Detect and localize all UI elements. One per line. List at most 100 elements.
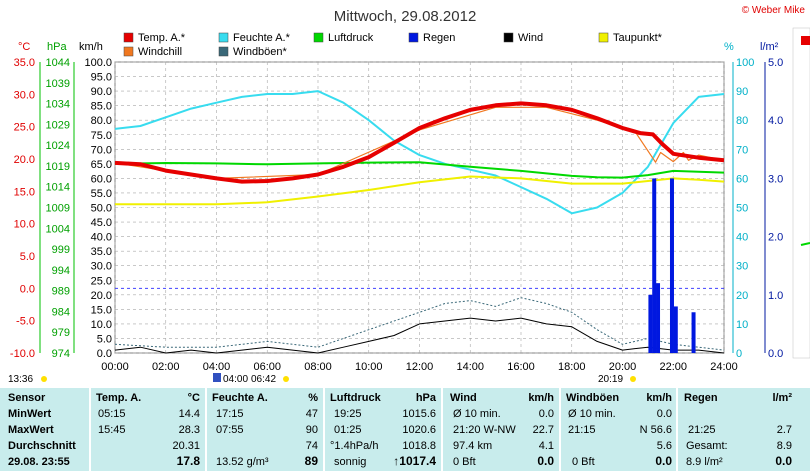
x-tick-2: 04:00 (203, 361, 231, 373)
chart-title: Mittwoch, 29.08.2012 (334, 8, 477, 25)
temp-tick-4: 15.0 (14, 186, 35, 198)
x-tick-7: 14:00 (456, 361, 484, 373)
pressure-tick-2: 1034 (46, 99, 70, 111)
x-tick-6: 12:00 (406, 361, 434, 373)
legend-label-4: Wind (518, 32, 543, 44)
stats-pressure-unit: hPa (415, 392, 436, 404)
series-luftdruck (114, 161, 725, 179)
stats-humidity-avg: 74 (305, 440, 318, 452)
legend-label-2: Luftdruck (328, 32, 374, 44)
temp-tick-2: 25.0 (14, 122, 35, 134)
stats-gusts-max-time: 21:15 (568, 424, 596, 436)
wind-unit: km/h (79, 41, 103, 53)
stats-temp-avg: 20.31 (172, 440, 200, 452)
humidity-tick-0: 100 (736, 57, 754, 69)
pressure-tick-1: 1039 (46, 78, 70, 90)
sunset-label: 20:19 (598, 374, 623, 385)
rain-tick-1: 4.0 (768, 115, 783, 127)
stats-gusts-unit: km/h (646, 392, 672, 404)
humidity-tick-9: 10 (736, 319, 748, 331)
humidity-tick-1: 90 (736, 86, 748, 98)
temp-tick-1: 30.0 (14, 89, 35, 101)
stats-gusts-avg10: 0.0 (656, 408, 672, 420)
stats-gusts-avg: 5.6 (656, 440, 672, 452)
x-tick-5: 10:00 (355, 361, 383, 373)
wind-tick-17: 15.0 (91, 304, 112, 316)
series-temp-a (114, 101, 725, 184)
wind-tick-9: 55.0 (91, 188, 112, 200)
x-tick-12: 24:00 (710, 361, 738, 373)
rain-tick-4: 1.0 (768, 290, 783, 302)
humidity-tick-7: 30 (736, 261, 748, 273)
stats-temp-header: Temp. A. (96, 392, 142, 404)
humidity-tick-8: 20 (736, 290, 748, 302)
adjacent-chart-edge (792, 27, 810, 359)
temp-tick-7: 0.0 (20, 283, 35, 295)
copyright-text: © Weber Mike (742, 5, 806, 16)
pressure-tick-11: 989 (52, 286, 70, 298)
series-windb-en (114, 297, 725, 351)
wind-tick-19: 5.0 (97, 333, 112, 345)
legend-swatch-7 (218, 46, 229, 57)
sun-icon-mid (283, 376, 289, 382)
wind-tick-18: 10.0 (91, 319, 112, 331)
humidity-tick-6: 40 (736, 232, 748, 244)
sunrise2-label: 06:42 (251, 374, 276, 385)
stats-humidity-min-time: 17:15 (216, 408, 244, 420)
pressure-tick-7: 1009 (46, 203, 70, 215)
left-time-label: 13:36 (8, 374, 33, 385)
stats-sensor-header: Sensor (8, 392, 46, 404)
wind-tick-16: 20.0 (91, 290, 112, 302)
legend-swatch-1 (218, 32, 229, 43)
wind-tick-20: 0.0 (97, 348, 112, 360)
wind-tick-15: 25.0 (91, 275, 112, 287)
stats-label-avg: Durchschnitt (8, 440, 76, 452)
adjacent-series-line (800, 242, 810, 246)
stats-label-max: MaxWert (8, 424, 54, 436)
temp-tick-0: 35.0 (14, 57, 35, 69)
stats-wind-current: 0.0 (537, 454, 554, 468)
stats-temp-min-time: 05:15 (98, 408, 126, 420)
stats-pressure-min-time: 19:25 (334, 408, 362, 420)
wind-tick-13: 35.0 (91, 246, 112, 258)
stats-temp-max: 28.3 (178, 424, 200, 436)
statistics-table: Sensor MinWert MaxWert Durchschnitt 29.0… (0, 388, 810, 471)
humidity-tick-4: 60 (736, 173, 748, 185)
stats-label-min: MinWert (8, 408, 52, 420)
series-feuchte-a (114, 90, 725, 215)
sunrise-icon (213, 373, 221, 382)
stats-wind-unit: km/h (528, 392, 554, 404)
pressure-tick-4: 1024 (46, 140, 70, 152)
legend-label-5: Taupunkt* (613, 32, 663, 44)
stats-gusts-header: Windböen (566, 392, 620, 404)
stats-wind-max-time: 21:20 W-NW (453, 424, 516, 436)
stats-humidity-unit: % (308, 392, 318, 404)
rain-unit: l/m² (760, 41, 779, 53)
humidity-tick-3: 70 (736, 144, 748, 156)
legend-swatch-0 (123, 32, 134, 43)
pressure-tick-12: 984 (52, 306, 70, 318)
series-taupunkt (115, 175, 725, 206)
x-tick-0: 00:00 (101, 361, 129, 373)
stats-humidity-absolute: 13.52 g/m³ (216, 456, 269, 468)
sun-icon-right (630, 376, 636, 382)
legend-swatch-3 (408, 32, 419, 43)
stats-rain-unit: l/m² (772, 392, 792, 404)
wind-tick-3: 85.0 (91, 101, 112, 113)
pressure-tick-3: 1029 (46, 119, 70, 131)
stats-gusts-avg-label: Ø 10 min. (568, 408, 616, 420)
stats-wind-avg-label: Ø 10 min. (453, 408, 501, 420)
stats-pressure-max-time: 01:25 (334, 424, 362, 436)
weather-chart: Mittwoch, 29.08.2012 © Weber Mike Temp. A.… (8, 5, 810, 385)
stats-pressure-max: 1020.6 (402, 424, 436, 436)
stats-rain-max-time: 21:25 (688, 424, 716, 436)
stats-temp-unit: °C (187, 392, 200, 404)
legend-label-3: Regen (423, 32, 455, 44)
wind-tick-1: 95.0 (91, 72, 112, 84)
x-tick-1: 02:00 (152, 361, 180, 373)
wind-tick-14: 30.0 (91, 261, 112, 273)
stats-gusts-current: 0.0 (655, 454, 672, 468)
humidity-tick-10: 0 (736, 348, 742, 360)
stats-pressure-forecast: sonnig (334, 456, 367, 468)
stats-humidity-min: 47 (305, 408, 318, 420)
